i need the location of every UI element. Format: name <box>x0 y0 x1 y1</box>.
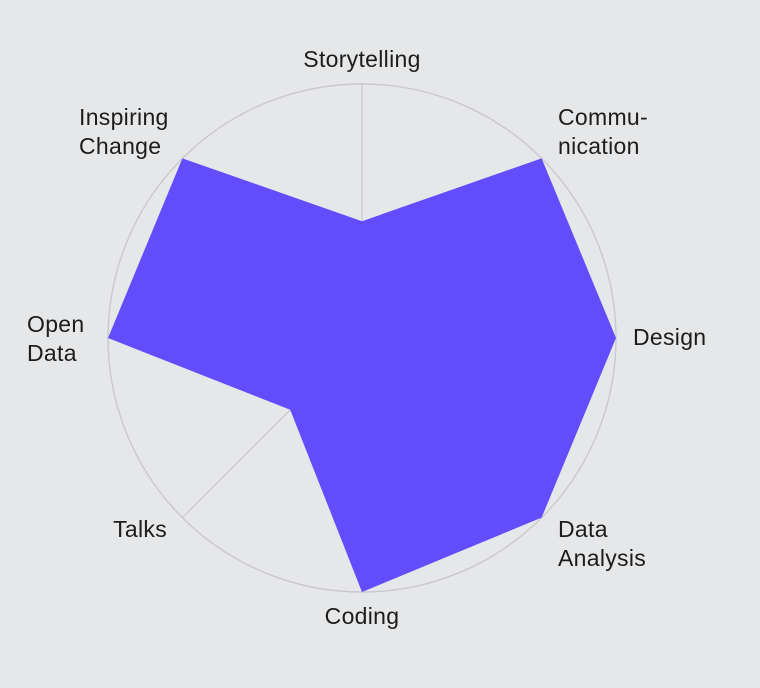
axis-label-line: Analysis <box>558 545 646 571</box>
axis-labels: Storytelling Commu-nication Design Data Anal… <box>27 46 706 629</box>
axis-label-line: Data <box>27 340 77 366</box>
axis-label-line: Commu- <box>558 104 648 130</box>
axis-label: Storytelling <box>303 46 420 72</box>
axis-label-line: Design <box>633 324 706 350</box>
axis-label-line: Storytelling <box>303 46 420 72</box>
axis-label: Talks <box>113 516 167 542</box>
axis-label: Data Analysis <box>558 516 646 571</box>
axis-label: Commu-nication <box>558 104 648 159</box>
axis-label: Coding <box>325 603 400 629</box>
axis-label: Inspiring Change <box>79 104 169 159</box>
axis-label-line: Talks <box>113 516 167 542</box>
axis-label-line: Inspiring <box>79 104 169 130</box>
axis-label: Design <box>633 324 706 350</box>
axis-label: Open Data <box>27 311 84 366</box>
axis-label-line: nication <box>558 133 640 159</box>
axis-label-line: Change <box>79 133 161 159</box>
radar-area-group <box>107 158 617 593</box>
radar-area <box>108 158 616 592</box>
axis-label-line: Data <box>558 516 608 542</box>
axis-label-line: Open <box>27 311 84 337</box>
axis-label-line: Coding <box>325 603 400 629</box>
